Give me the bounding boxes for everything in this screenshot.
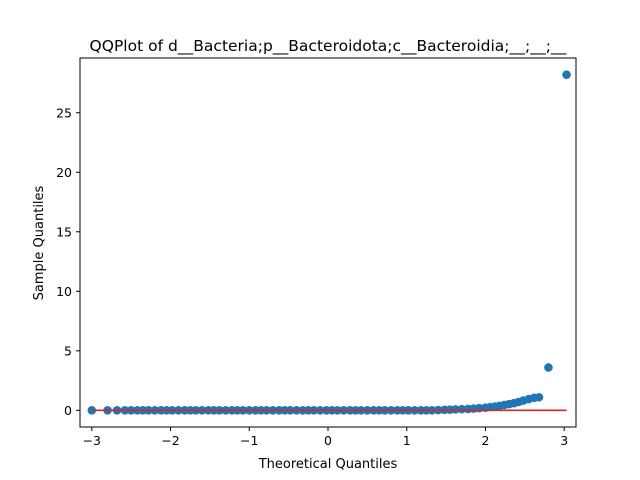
data-point — [544, 363, 553, 372]
data-point — [451, 405, 460, 414]
data-point — [534, 392, 544, 402]
y-tick-label: 10 — [56, 284, 72, 299]
x-tick-label: 0 — [324, 433, 332, 448]
plot-frame — [79, 57, 577, 428]
data-point — [457, 404, 467, 414]
chart-title: QQPlot of d__Bacteria;p__Bacteroidota;c_… — [90, 37, 567, 56]
data-point — [562, 70, 571, 79]
x-axis-label: Theoretical Quantiles — [258, 457, 398, 472]
x-axis-ticks: −3 −2 −1 0 1 2 3 — [83, 427, 568, 448]
y-tick-label: 5 — [64, 343, 72, 358]
x-tick-label: −1 — [240, 433, 258, 448]
x-tick-label: 3 — [560, 433, 568, 448]
x-tick-label: −3 — [83, 433, 101, 448]
data-points — [87, 70, 571, 415]
x-tick-label: −2 — [161, 433, 179, 448]
y-tick-label: 25 — [56, 105, 72, 120]
y-tick-label: 15 — [56, 224, 72, 239]
y-axis-label: Sample Quantiles — [32, 185, 47, 300]
y-axis-ticks: 0 5 10 15 20 25 — [56, 105, 80, 418]
y-tick-label: 20 — [56, 165, 72, 180]
x-tick-label: 1 — [403, 433, 411, 448]
x-tick-label: 2 — [481, 433, 489, 448]
y-tick-label: 0 — [64, 403, 72, 418]
